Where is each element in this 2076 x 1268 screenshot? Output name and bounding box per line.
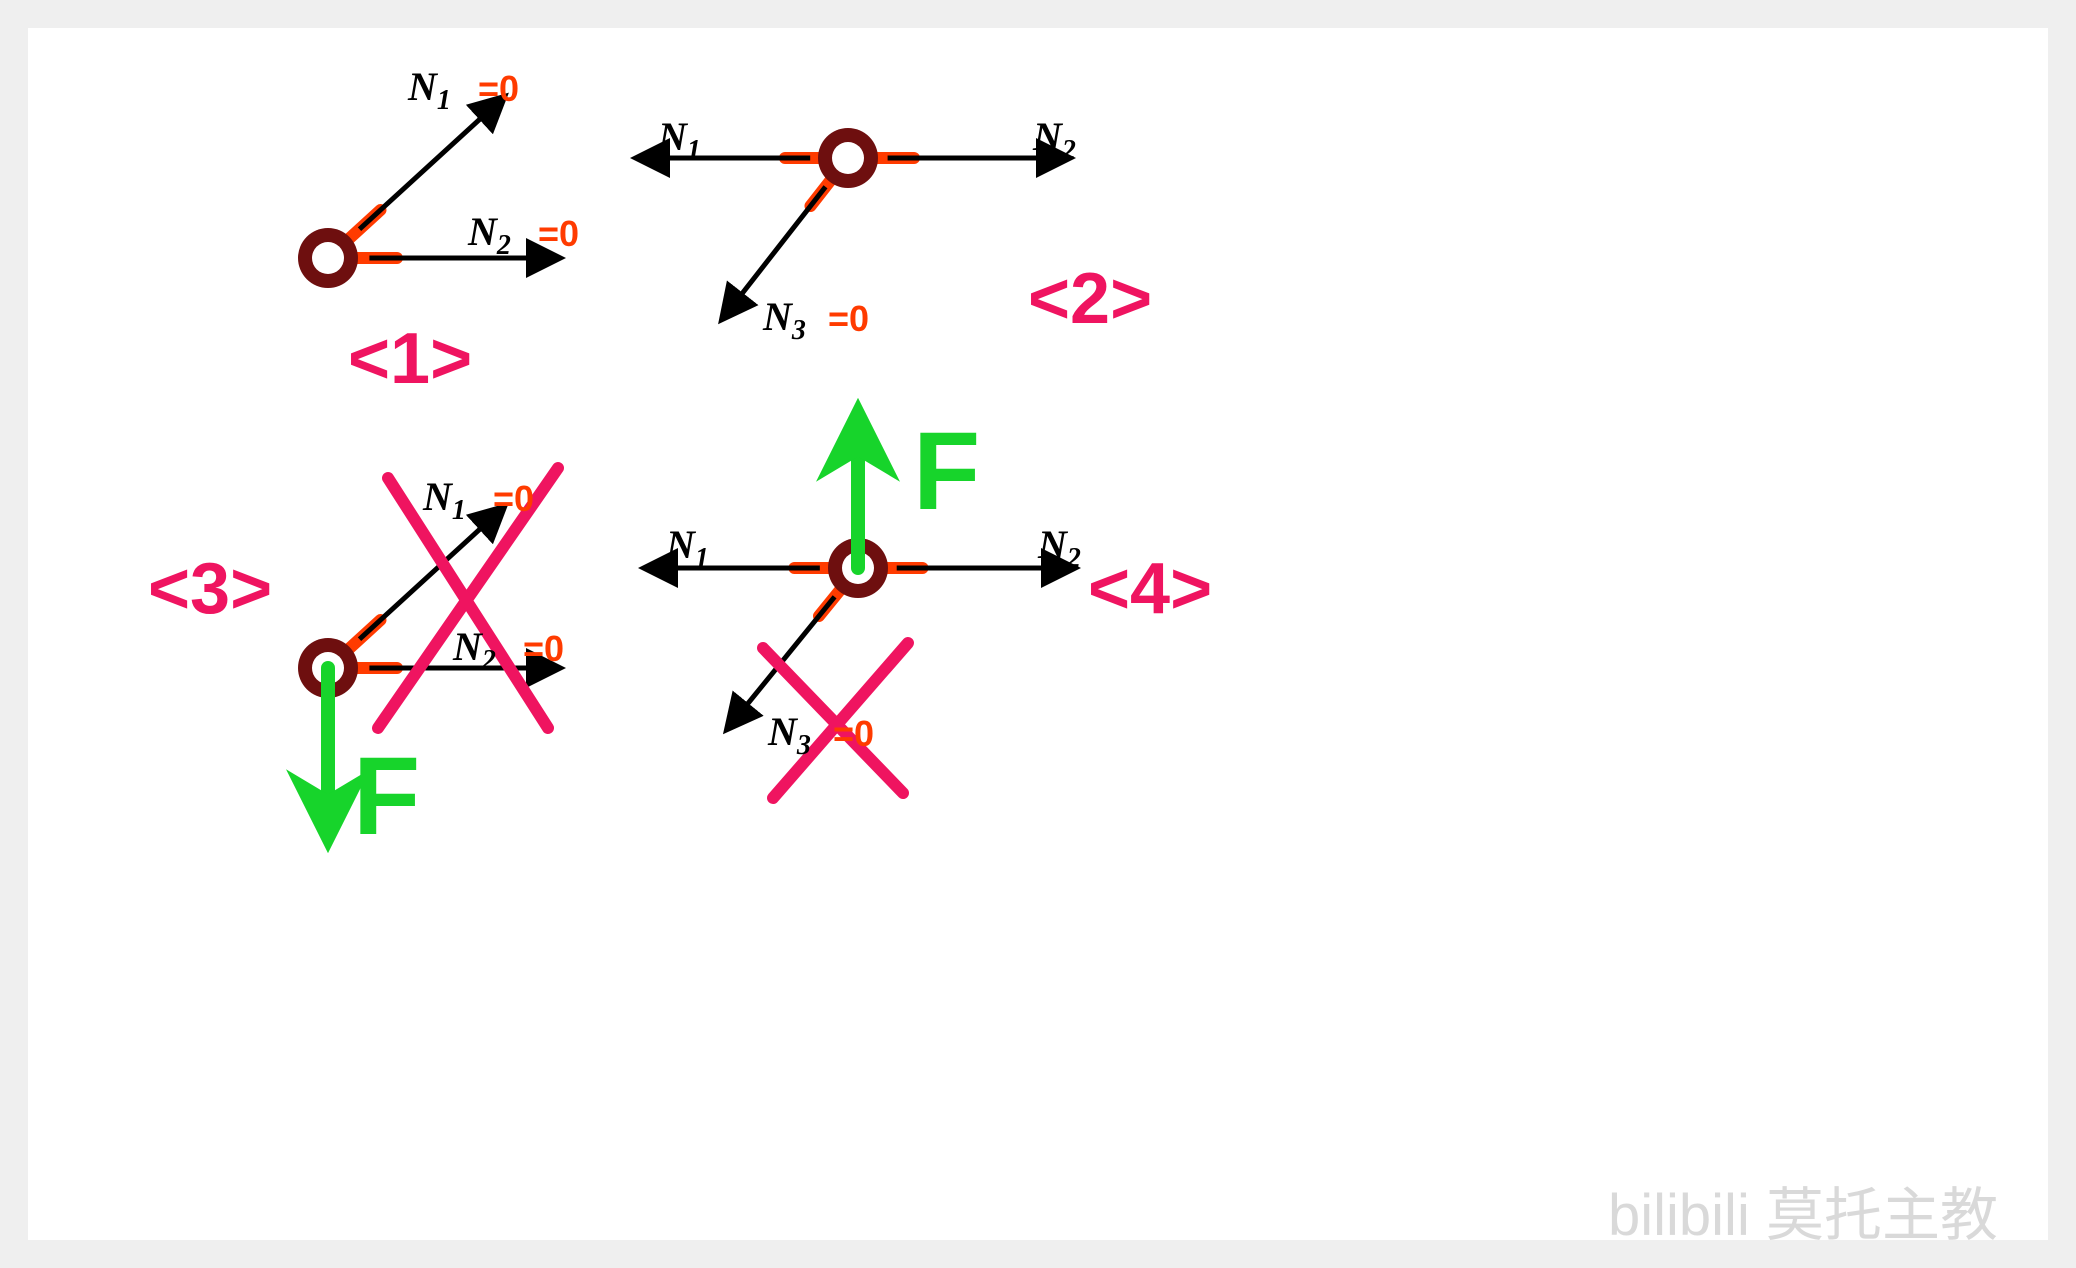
diagram-canvas bbox=[28, 28, 2048, 1240]
d4-zero-N3: =0 bbox=[833, 713, 874, 755]
d2-label-N2: N2 bbox=[1033, 113, 1076, 167]
d2-label-N1: N1 bbox=[658, 113, 701, 167]
d4-force-label: F bbox=[913, 408, 980, 535]
d1-tag: <1> bbox=[348, 318, 472, 400]
d3-tag: <3> bbox=[148, 548, 272, 630]
d4-label-N2: N2 bbox=[1038, 521, 1081, 575]
d1-node-inner bbox=[312, 242, 344, 274]
d2-zero-N3: =0 bbox=[828, 298, 869, 340]
d1-label-N1: N1 bbox=[408, 63, 451, 117]
d3-zero-N1: =0 bbox=[493, 478, 534, 520]
d4-tag: <4> bbox=[1088, 548, 1212, 630]
d2-tag: <2> bbox=[1028, 258, 1152, 340]
d1-label-N2: N2 bbox=[468, 208, 511, 262]
d4-label-N1: N1 bbox=[666, 521, 709, 575]
d2-node-inner bbox=[832, 142, 864, 174]
d3-label-N1: N1 bbox=[423, 473, 466, 527]
d4-label-N3: N3 bbox=[768, 708, 811, 762]
whiteboard-page: N1 =0 N2 =0 <1> N1 N2 N3 =0 <2> N1 =0 N2 =0 F <3> N1 N2 N3… bbox=[28, 28, 2048, 1240]
d3-zero-N2: =0 bbox=[523, 628, 564, 670]
d3-force-label: F bbox=[353, 733, 420, 860]
d3-label-N2: N2 bbox=[453, 623, 496, 677]
d2-label-N3: N3 bbox=[763, 293, 806, 347]
d1-zero-N2: =0 bbox=[538, 213, 579, 255]
watermark: bilibili 莫托主教 bbox=[1608, 1168, 1998, 1252]
d1-zero-N1: =0 bbox=[478, 68, 519, 110]
